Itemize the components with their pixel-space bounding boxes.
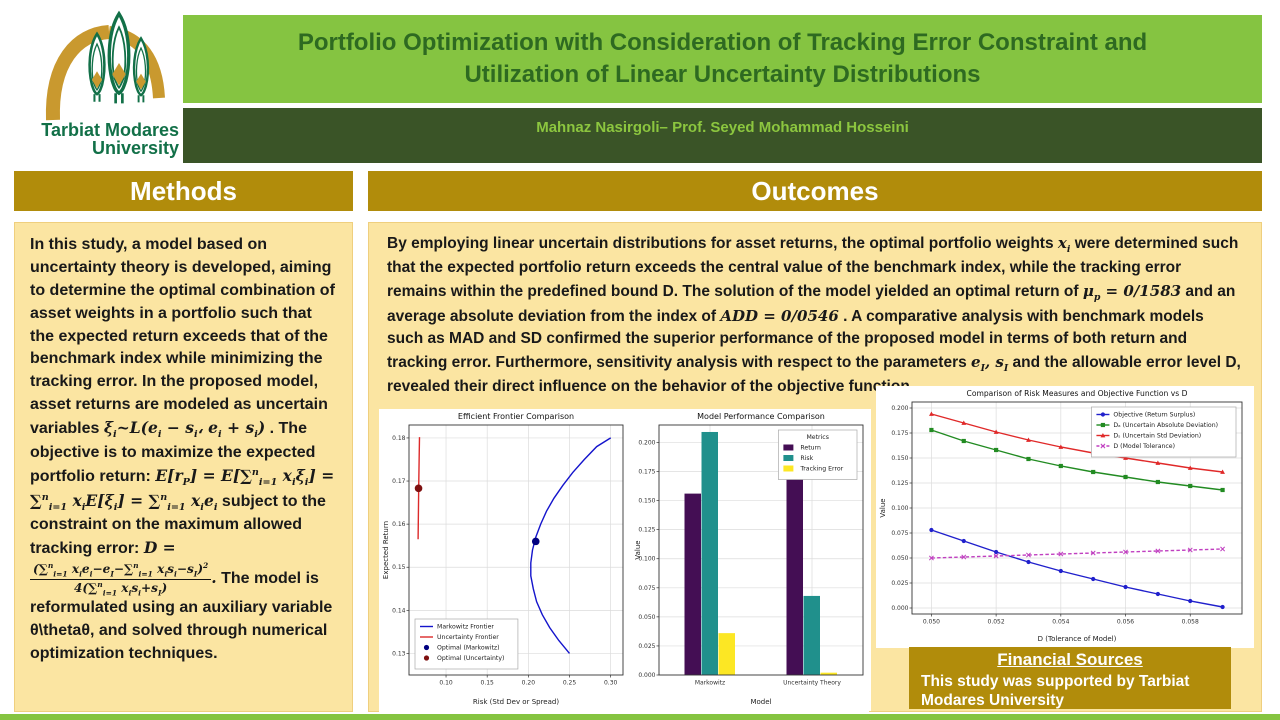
logo-name-line1: Tarbiat Modares <box>41 120 179 140</box>
charts-panel: 0.13 0.14 0.15 0.16 0.17 0.18 0.10 0.15 0.20 0.25… <box>379 409 871 712</box>
svg-text:0.050: 0.050 <box>891 555 908 562</box>
svg-text:0.30: 0.30 <box>604 680 618 687</box>
svg-text:0.050: 0.050 <box>638 614 655 621</box>
author-line: Mahnaz Nasirgoli– Prof. Seyed Mohammad H… <box>183 108 1262 163</box>
svg-text:D (Model Tolerance): D (Model Tolerance) <box>1113 443 1175 450</box>
svg-text:Markowitz Frontier: Markowitz Frontier <box>437 624 494 631</box>
svg-text:0.025: 0.025 <box>638 643 655 650</box>
svg-text:0.15: 0.15 <box>392 564 406 571</box>
svg-text:0.16: 0.16 <box>392 521 406 528</box>
svg-text:Comparison of Risk Measures an: Comparison of Risk Measures and Objectiv… <box>967 389 1188 398</box>
svg-text:0.200: 0.200 <box>638 439 655 446</box>
svg-text:Markowitz: Markowitz <box>695 680 725 687</box>
svg-text:0.200: 0.200 <box>891 405 908 412</box>
svg-text:0.175: 0.175 <box>638 469 655 476</box>
financial-sources-box: Financial Sources This study was support… <box>909 647 1231 709</box>
svg-text:Risk: Risk <box>800 455 813 462</box>
svg-text:0.054: 0.054 <box>1052 619 1069 626</box>
svg-text:Uncertainty Theory: Uncertainty Theory <box>783 680 841 687</box>
svg-text:Optimal (Uncertainty): Optimal (Uncertainty) <box>437 655 504 662</box>
svg-text:Return: Return <box>800 445 821 452</box>
svg-text:0.075: 0.075 <box>638 585 655 592</box>
svg-text:0.000: 0.000 <box>891 605 908 612</box>
logo-arch-trees-icon <box>45 10 165 121</box>
svg-text:0.125: 0.125 <box>891 480 908 487</box>
svg-text:Risk (Std Dev or Spread): Risk (Std Dev or Spread) <box>473 698 559 706</box>
svg-text:0.15: 0.15 <box>481 680 495 687</box>
svg-text:0.150: 0.150 <box>638 498 655 505</box>
risk-measures-chart: 0.000 0.025 0.050 0.075 0.100 0.125 0.150 0.175… <box>876 386 1254 648</box>
svg-text:0.13: 0.13 <box>392 650 406 657</box>
svg-text:0.100: 0.100 <box>891 505 908 512</box>
efficient-frontier-chart: 0.13 0.14 0.15 0.16 0.17 0.18 0.10 0.15 0.20 0.25… <box>379 409 631 712</box>
svg-text:Tracking Error: Tracking Error <box>799 466 843 473</box>
svg-text:Dₛ (Uncertain Std Deviation): Dₛ (Uncertain Std Deviation) <box>1113 433 1201 440</box>
model-performance-chart: 0.000 0.025 0.050 0.075 0.100 0.125 0.150 0.175… <box>631 409 869 712</box>
outcomes-body: By employing linear uncertain distributi… <box>368 222 1262 712</box>
university-logo: Tarbiat Modares University <box>25 10 185 162</box>
svg-text:D (Tolerance of Model): D (Tolerance of Model) <box>1038 635 1117 643</box>
outcomes-text: By employing linear uncertain distributi… <box>387 234 1241 396</box>
svg-text:0.17: 0.17 <box>392 478 406 485</box>
outcomes-header: Outcomes <box>368 171 1262 211</box>
svg-text:Uncertainty Frontier: Uncertainty Frontier <box>437 634 499 641</box>
svg-text:Metrics: Metrics <box>806 434 828 441</box>
financial-sources-header: Financial Sources <box>997 650 1143 669</box>
svg-text:0.056: 0.056 <box>1117 619 1134 626</box>
svg-text:Value: Value <box>879 498 887 517</box>
svg-text:Objective (Return Surplus): Objective (Return Surplus) <box>1113 412 1195 419</box>
financial-sources-text: This study was supported by Tarbiat Moda… <box>921 673 1190 710</box>
svg-text:Optimal (Markowitz): Optimal (Markowitz) <box>437 645 500 652</box>
poster-title-text: Portfolio Optimization with Consideratio… <box>297 28 1148 88</box>
svg-text:Efficient Frontier Comparison: Efficient Frontier Comparison <box>458 412 574 421</box>
svg-text:0.125: 0.125 <box>638 527 655 534</box>
svg-text:0.18: 0.18 <box>392 435 406 442</box>
svg-text:0.000: 0.000 <box>638 672 655 679</box>
svg-text:0.025: 0.025 <box>891 580 908 587</box>
svg-text:Dₐ (Uncertain Absolute Deviati: Dₐ (Uncertain Absolute Deviation) <box>1113 422 1218 429</box>
svg-text:Model: Model <box>750 698 771 706</box>
svg-text:Value: Value <box>634 540 642 559</box>
svg-text:0.20: 0.20 <box>522 680 536 687</box>
svg-text:0.10: 0.10 <box>439 680 453 687</box>
svg-text:0.052: 0.052 <box>988 619 1005 626</box>
svg-text:0.075: 0.075 <box>891 530 908 537</box>
svg-text:0.058: 0.058 <box>1182 619 1199 626</box>
svg-text:0.14: 0.14 <box>392 607 406 614</box>
methods-body: In this study, a model based on uncertai… <box>14 222 353 712</box>
svg-text:0.150: 0.150 <box>891 455 908 462</box>
svg-text:Model Performance Comparison: Model Performance Comparison <box>697 412 825 421</box>
bottom-rule <box>0 714 1280 720</box>
poster-title: Portfolio Optimization with Consideratio… <box>183 15 1262 103</box>
logo-name-line2: University <box>91 138 179 158</box>
svg-text:Expected Return: Expected Return <box>382 521 390 579</box>
methods-header: Methods <box>14 171 353 211</box>
svg-text:0.050: 0.050 <box>923 619 940 626</box>
logo-text: Tarbiat Modares University <box>25 121 185 157</box>
svg-text:0.100: 0.100 <box>638 556 655 563</box>
svg-text:0.175: 0.175 <box>891 430 908 437</box>
svg-text:0.25: 0.25 <box>563 680 577 687</box>
